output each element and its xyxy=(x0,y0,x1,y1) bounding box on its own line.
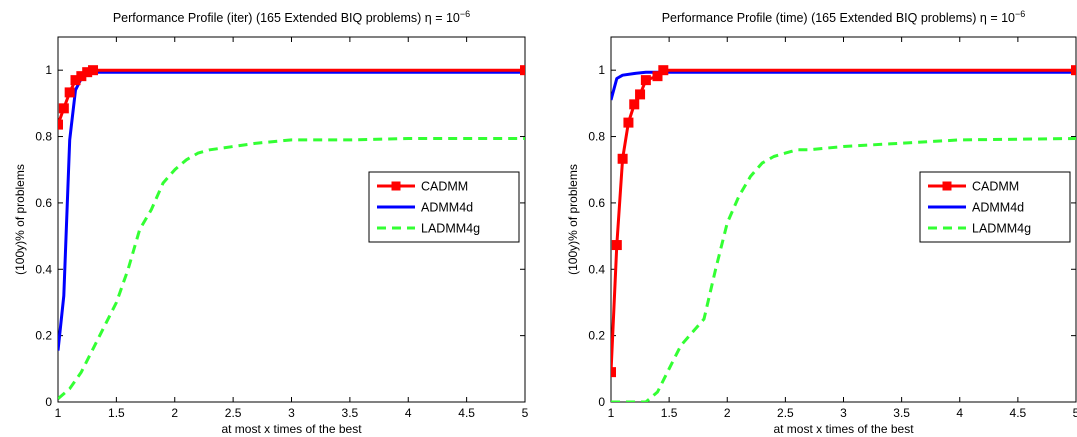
legend-label-ladmm4g: LADMM4g xyxy=(972,222,1031,236)
data-point-cadmm xyxy=(629,99,640,110)
y-axis-label: (100y)% of problems xyxy=(566,164,580,275)
x-tick-label: 1.5 xyxy=(108,406,125,420)
data-point-cadmm xyxy=(652,71,663,82)
legend-marker-cadmm xyxy=(391,181,401,191)
legend-label-cadmm: CADMM xyxy=(421,180,468,194)
data-point-cadmm xyxy=(64,87,75,98)
y-tick-label: 0.8 xyxy=(35,130,52,144)
y-tick-label: 1 xyxy=(45,63,52,77)
x-tick-label: 4.5 xyxy=(458,406,475,420)
data-point-cadmm xyxy=(635,89,646,100)
x-tick-label: 5 xyxy=(1073,406,1077,420)
x-axis-label: at most x times of the best xyxy=(773,422,914,436)
data-point-cadmm xyxy=(88,65,99,76)
x-tick-label: 3.5 xyxy=(893,406,910,420)
series-line-ladmm4g xyxy=(58,137,525,400)
x-tick-label: 2 xyxy=(724,406,731,420)
legend-label-admm4d: ADMM4d xyxy=(421,201,473,215)
data-point-cadmm xyxy=(611,367,616,378)
y-tick-label: 1 xyxy=(598,63,605,77)
series-line-ladmm4g xyxy=(611,137,1076,402)
y-tick-label: 0.4 xyxy=(588,262,605,276)
plot-series-group xyxy=(611,65,1076,402)
y-tick-label: 0.6 xyxy=(35,196,52,210)
x-tick-label: 1 xyxy=(55,406,62,420)
x-tick-label: 1.5 xyxy=(661,406,678,420)
legend-label-ladmm4g: LADMM4g xyxy=(421,222,480,236)
x-axis-label: at most x times of the best xyxy=(221,422,362,436)
y-axis-label: (100y)% of problems xyxy=(13,164,27,275)
plot-series-group xyxy=(58,65,525,400)
data-point-cadmm xyxy=(623,117,634,128)
chart-title: Performance Profile (iter) (165 Extended… xyxy=(113,9,470,25)
x-tick-label: 2.5 xyxy=(777,406,794,420)
data-point-cadmm xyxy=(617,153,628,164)
y-tick-label: 0 xyxy=(598,395,605,409)
x-tick-label: 5 xyxy=(522,406,529,420)
y-tick-label: 0.4 xyxy=(35,262,52,276)
x-tick-label: 3.5 xyxy=(342,406,359,420)
x-tick-label: 3 xyxy=(288,406,295,420)
x-tick-label: 3 xyxy=(840,406,847,420)
x-tick-label: 4.5 xyxy=(1010,406,1027,420)
chart-title: Performance Profile (time) (165 Extended… xyxy=(662,9,1026,25)
y-tick-label: 0.6 xyxy=(588,196,605,210)
y-tick-label: 0.2 xyxy=(588,329,605,343)
y-tick-label: 0.2 xyxy=(35,329,52,343)
chart-panel-1: 1 1.5 2 2.5 3 3.5 4 4.5 5 0 0.2 0.4 0.6 0.8 1 Performan… xyxy=(566,9,1077,436)
legend-marker-cadmm xyxy=(942,181,952,191)
y-tick-label: 0.8 xyxy=(588,130,605,144)
data-point-cadmm xyxy=(1071,65,1076,76)
legend-label-cadmm: CADMM xyxy=(972,180,1019,194)
data-point-cadmm xyxy=(611,240,622,251)
x-tick-label: 2.5 xyxy=(225,406,242,420)
chart-panel-0: 1 1.5 2 2.5 3 3.5 4 4.5 5 0 0.2 0.4 0.6 0.8 1 Performan… xyxy=(13,9,529,436)
x-tick-label: 4 xyxy=(405,406,412,420)
data-point-cadmm xyxy=(658,65,669,76)
x-tick-label: 2 xyxy=(171,406,178,420)
legend-label-admm4d: ADMM4d xyxy=(972,201,1024,215)
data-point-cadmm xyxy=(58,119,63,130)
data-point-cadmm xyxy=(640,75,651,86)
x-tick-label: 1 xyxy=(608,406,615,420)
data-point-cadmm xyxy=(520,65,525,76)
x-tick-label: 4 xyxy=(956,406,963,420)
data-point-cadmm xyxy=(58,103,69,114)
y-tick-label: 0 xyxy=(45,395,52,409)
